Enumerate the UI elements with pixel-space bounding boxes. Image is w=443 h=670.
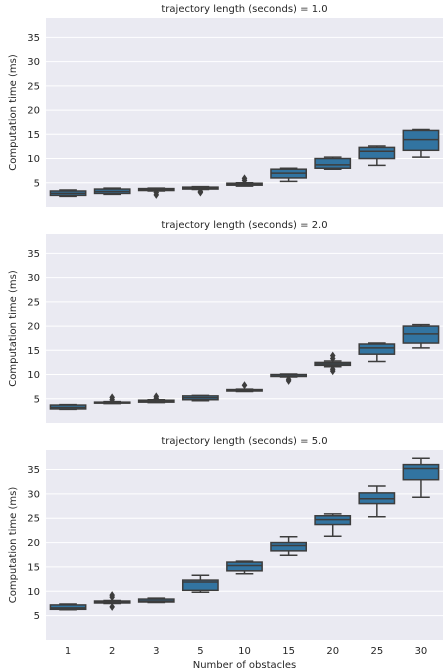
- x-axis-label: Number of obstacles: [193, 660, 297, 670]
- y-tick-label: 20: [27, 322, 40, 333]
- y-tick-label: 15: [27, 346, 40, 357]
- y-tick-label: 15: [27, 130, 40, 141]
- y-tick-label: 5: [34, 611, 40, 622]
- x-tick-label: 10: [238, 646, 251, 657]
- outlier-point: [153, 188, 160, 197]
- y-tick-label: 10: [27, 370, 40, 381]
- y-tick-label: 20: [27, 538, 40, 549]
- x-tick-label: 1: [65, 646, 71, 657]
- y-tick-label: 30: [27, 489, 40, 500]
- y-tick-label: 25: [27, 297, 40, 308]
- box-15: [270, 541, 308, 552]
- outlier-point: [285, 375, 292, 384]
- y-tick-label: 5: [34, 394, 40, 405]
- box-5: [181, 579, 219, 592]
- y-tick-label: 10: [27, 587, 40, 598]
- box-20: [314, 157, 352, 169]
- outlier-point: [329, 351, 336, 360]
- x-tick-label: 25: [370, 646, 383, 657]
- y-tick-label: 30: [27, 273, 40, 284]
- y-tick-label: 35: [27, 249, 40, 260]
- outlier-point: [109, 602, 115, 611]
- x-tick-label: 5: [197, 646, 203, 657]
- y-tick-label: 25: [27, 514, 40, 525]
- plot-area-2: [46, 234, 443, 423]
- plot-area-3: [46, 450, 443, 640]
- outlier-point: [109, 393, 115, 402]
- x-tick-label: 3: [153, 646, 159, 657]
- box-25: [358, 146, 396, 160]
- x-tick-label: 15: [282, 646, 295, 657]
- outlier-point: [109, 591, 115, 600]
- y-axis-label: Computation time (ms): [8, 487, 19, 604]
- y-tick-label: 15: [27, 562, 40, 573]
- outlier-point: [241, 381, 248, 390]
- y-tick-label: 35: [27, 33, 40, 44]
- panel-title: trajectory length (seconds) = 1.0: [161, 4, 327, 15]
- y-tick-label: 10: [27, 154, 40, 165]
- outlier-point: [241, 174, 248, 183]
- box-25: [358, 343, 396, 355]
- y-tick-label: 5: [34, 178, 40, 189]
- y-axis-label: Computation time (ms): [8, 54, 19, 171]
- outlier-point: [197, 187, 204, 196]
- outlier-point: [329, 365, 336, 374]
- box-10: [226, 561, 263, 572]
- y-tick-label: 30: [27, 57, 40, 68]
- outlier-point: [153, 392, 160, 401]
- x-tick-label: 2: [109, 646, 115, 657]
- y-tick-label: 25: [27, 81, 40, 92]
- x-tick-label: 20: [326, 646, 339, 657]
- y-tick-label: 20: [27, 106, 40, 117]
- x-tick-label: 30: [415, 646, 428, 657]
- panel-title: trajectory length (seconds) = 2.0: [161, 220, 327, 231]
- panel-title: trajectory length (seconds) = 5.0: [161, 436, 327, 447]
- y-axis-label: Computation time (ms): [8, 270, 19, 387]
- box-30: [402, 463, 440, 481]
- y-tick-label: 35: [27, 465, 40, 476]
